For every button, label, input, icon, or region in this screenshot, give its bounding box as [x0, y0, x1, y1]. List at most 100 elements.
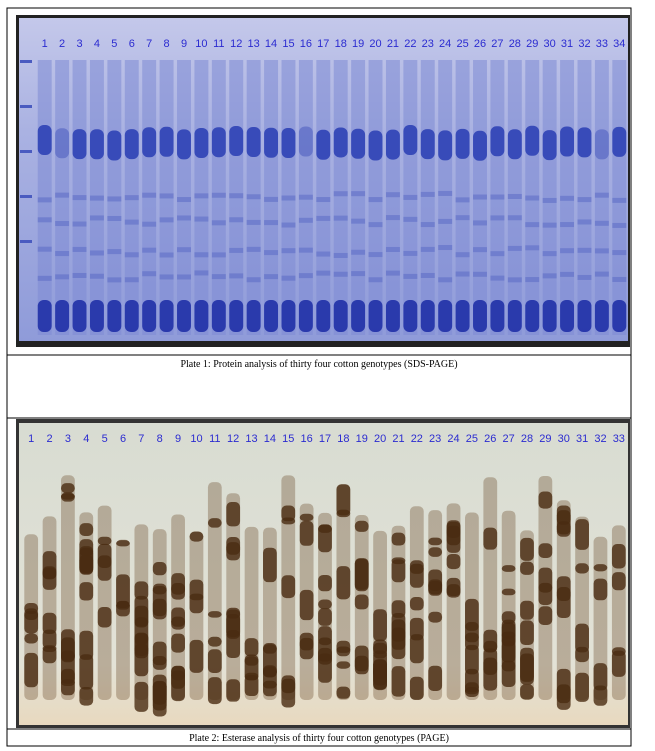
band: [473, 300, 487, 332]
band: [336, 646, 351, 653]
band: [385, 270, 400, 276]
band: [465, 644, 479, 675]
band: [403, 250, 418, 256]
band: [246, 219, 261, 225]
band: [263, 680, 277, 689]
band: [594, 300, 609, 332]
lane-number: 24: [439, 38, 451, 50]
band: [61, 679, 75, 687]
band: [612, 222, 627, 228]
band: [189, 639, 204, 673]
band: [281, 300, 296, 332]
marker-band: [20, 150, 32, 153]
band: [116, 574, 130, 609]
band: [507, 245, 522, 251]
band: [403, 300, 418, 332]
band: [152, 562, 167, 576]
lane-number: 25: [466, 433, 478, 445]
lane-number: 3: [65, 433, 71, 445]
lane-number: 19: [352, 38, 364, 50]
lane: [593, 536, 608, 700]
band: [124, 300, 139, 332]
band: [124, 195, 139, 201]
band: [152, 674, 167, 705]
lane-number: 10: [190, 433, 202, 445]
band: [281, 195, 296, 201]
band: [611, 543, 626, 569]
band: [483, 648, 498, 675]
band: [107, 277, 122, 283]
band: [538, 606, 553, 625]
lane-number: 22: [404, 38, 416, 50]
band: [244, 675, 259, 697]
band: [89, 273, 104, 279]
band: [55, 128, 70, 159]
lane-number: 25: [456, 38, 468, 50]
band: [560, 300, 575, 332]
band: [97, 555, 112, 581]
lane-number: 26: [484, 433, 496, 445]
band: [61, 483, 75, 494]
band: [336, 686, 351, 699]
band: [525, 245, 540, 251]
band: [298, 273, 313, 279]
band: [298, 194, 313, 200]
band: [207, 677, 222, 705]
band: [189, 593, 204, 601]
band: [542, 197, 557, 203]
band: [577, 274, 592, 280]
lane-number: 23: [422, 38, 434, 50]
band: [507, 215, 522, 221]
band: [391, 532, 406, 546]
band: [124, 219, 139, 225]
lane-number: 9: [181, 38, 187, 50]
band: [107, 196, 122, 202]
band: [37, 275, 52, 281]
band: [263, 665, 277, 677]
band: [373, 609, 387, 642]
band: [281, 248, 296, 254]
band: [368, 300, 383, 332]
band: [368, 130, 383, 161]
lane-number: 4: [83, 433, 89, 445]
band: [207, 636, 222, 647]
band: [264, 220, 279, 226]
band: [333, 300, 348, 332]
lane-number: 13: [245, 433, 257, 445]
band: [171, 573, 185, 600]
lane: [97, 505, 112, 700]
lane-number: 20: [374, 433, 386, 445]
band: [575, 672, 589, 702]
band: [525, 125, 540, 156]
band: [538, 582, 553, 606]
lane-number: 30: [544, 38, 556, 50]
band: [333, 191, 348, 197]
band: [246, 194, 261, 200]
lane-number: 1: [42, 38, 48, 50]
band: [612, 276, 627, 282]
band: [520, 620, 534, 646]
lane: [42, 516, 57, 700]
band: [612, 126, 627, 157]
band: [556, 684, 571, 710]
band: [556, 576, 571, 602]
band: [207, 649, 222, 674]
band: [490, 215, 505, 221]
band: [351, 191, 366, 197]
band: [42, 612, 57, 634]
band: [455, 252, 470, 258]
band: [152, 655, 167, 666]
band: [520, 653, 534, 685]
band: [520, 684, 534, 700]
band: [316, 270, 331, 276]
band: [594, 248, 609, 254]
band: [542, 222, 557, 228]
band: [490, 275, 505, 281]
band: [490, 251, 505, 257]
band: [538, 543, 553, 558]
band: [520, 600, 534, 620]
band: [171, 670, 185, 702]
band: [281, 275, 296, 281]
band: [134, 643, 149, 677]
lane: [428, 510, 443, 700]
